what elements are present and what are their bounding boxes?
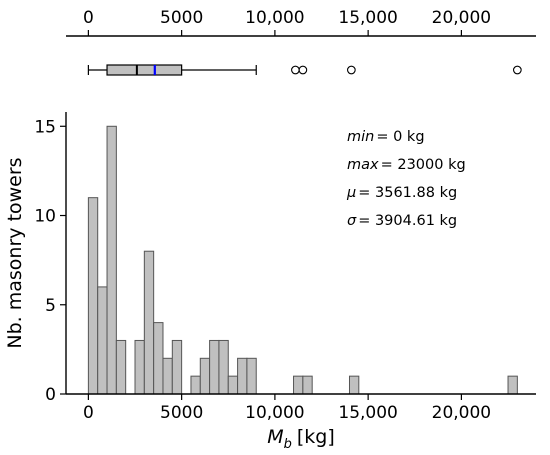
box-tick-label: 15,000 — [338, 8, 397, 28]
histogram-bar — [143, 250, 155, 395]
histogram-bar — [209, 339, 220, 395]
stat-line: μ = 3561.88 kg — [346, 185, 457, 201]
histogram-panel: 0 5000 10,000 15,000 20,000 0 5 10 15 min = 0 kg… — [4, 112, 536, 452]
x-tick-label: 5000 — [160, 403, 203, 423]
histogram-bar — [218, 339, 229, 395]
x-tick-label: 20,000 — [432, 403, 491, 423]
y-axis-title: Nb. masonry towers — [4, 157, 26, 348]
stat-label: σ — [347, 213, 357, 229]
histogram-bar — [134, 339, 145, 395]
histogram-bar — [87, 197, 99, 395]
histogram-bar — [348, 375, 360, 395]
histogram-bar — [106, 125, 117, 395]
stat-line: σ = 3904.61 kg — [347, 213, 457, 229]
x-tick-label: 0 — [83, 403, 94, 423]
stat-value: = 23000 kg — [381, 157, 466, 173]
histogram-bar — [153, 322, 164, 395]
histogram-bar — [507, 375, 518, 395]
histogram-bar — [171, 339, 183, 395]
outlier-point — [298, 65, 308, 75]
x-axis-title: Mb [kg] — [267, 426, 335, 452]
stat-label: μ — [346, 185, 356, 201]
stat-value: = 3904.61 kg — [358, 213, 457, 229]
stat-line: max = 23000 kg — [347, 157, 466, 173]
histogram-x-ticks: 0 5000 10,000 15,000 20,000 — [83, 394, 491, 423]
outlier-point — [347, 65, 356, 75]
stat-label: min — [347, 129, 374, 145]
stat-value: = 3561.88 kg — [358, 185, 457, 201]
y-tick-label: 5 — [45, 296, 56, 316]
histogram-bar — [302, 375, 313, 395]
x-tick-label: 10,000 — [245, 403, 304, 423]
box-tick-label: 20,000 — [432, 8, 491, 28]
histogram-bar — [246, 357, 257, 395]
histogram-y-ticks: 0 5 10 15 — [34, 117, 66, 405]
stat-value: = 0 kg — [376, 129, 424, 145]
box-tick-label: 5000 — [160, 8, 203, 28]
histogram-bar — [115, 339, 127, 395]
box-tick-label: 0 — [83, 8, 94, 28]
boxplot-x-ticks: 0 5000 10,000 15,000 20,000 — [83, 8, 491, 36]
outlier-point — [512, 65, 522, 75]
histogram-bar — [97, 286, 108, 395]
stat-line: min = 0 kg — [347, 129, 425, 145]
histogram-bar — [162, 357, 173, 395]
box-tick-label: 10,000 — [245, 8, 304, 28]
stat-label: max — [347, 157, 379, 173]
boxplot-panel: 0 5000 10,000 15,000 20,000 — [66, 8, 536, 76]
histogram-bar — [237, 357, 248, 395]
y-tick-label: 15 — [34, 117, 56, 137]
interquartile-box — [106, 64, 183, 76]
x-tick-label: 15,000 — [338, 403, 397, 423]
histogram-bar — [199, 357, 211, 395]
outlier-point — [291, 65, 300, 75]
histogram-bar — [190, 375, 201, 395]
boxplot-body — [87, 64, 522, 76]
histogram-bars — [87, 125, 518, 395]
y-tick-label: 0 — [45, 385, 56, 405]
histogram-bar — [227, 375, 239, 395]
y-tick-label: 10 — [34, 207, 56, 227]
histogram-bar — [293, 375, 304, 395]
